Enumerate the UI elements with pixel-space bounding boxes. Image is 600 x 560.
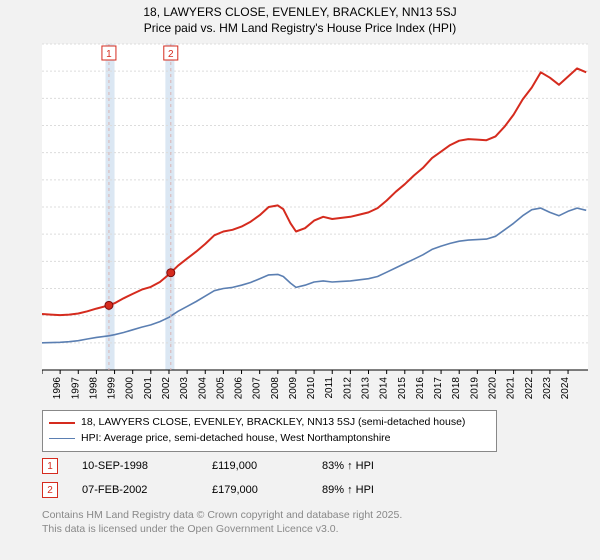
x-tick-label: 2018 [451,377,462,400]
footer-line1: Contains HM Land Registry data © Crown c… [42,508,402,522]
x-tick-label: 2020 [487,377,498,400]
data-row: 1 10-SEP-1998 £119,000 83% ↑ HPI [42,454,542,478]
x-tick-label: 2024 [560,377,571,400]
x-tick-label: 1995 [42,377,45,400]
x-tick-label: 2007 [252,377,263,400]
data-point-table: 1 10-SEP-1998 £119,000 83% ↑ HPI 2 07-FE… [42,454,542,502]
x-tick-label: 2000 [125,377,136,400]
legend-label: HPI: Average price, semi-detached house,… [81,431,391,447]
marker-badge-label: 1 [106,49,112,60]
x-tick-label: 2002 [161,377,172,400]
x-tick-label: 2003 [179,377,190,400]
x-tick-label: 2012 [342,377,353,400]
x-tick-label: 2023 [542,377,553,400]
data-row: 2 07-FEB-2002 £179,000 89% ↑ HPI [42,478,542,502]
x-tick-label: 1997 [70,377,81,400]
marker-badge: 1 [42,458,58,474]
marker-badge-label: 2 [168,49,174,60]
legend-swatch [49,438,75,439]
x-tick-label: 2011 [324,377,335,399]
x-tick-label: 2016 [415,377,426,400]
line-chart: £0£50K£100K£150K£200K£250K£300K£350K£400… [42,42,592,402]
x-tick-label: 1996 [52,377,63,400]
marker-dot [105,301,113,309]
data-row-hpi: 83% ↑ HPI [322,460,462,472]
x-tick-label: 1998 [88,377,99,400]
x-tick-label: 2001 [143,377,154,400]
chart-title: 18, LAWYERS CLOSE, EVENLEY, BRACKLEY, NN… [0,0,600,36]
x-tick-label: 2022 [524,377,535,400]
title-line1: 18, LAWYERS CLOSE, EVENLEY, BRACKLEY, NN… [0,4,600,20]
x-tick-label: 2019 [469,377,480,400]
x-tick-label: 2005 [215,377,226,400]
x-tick-label: 2017 [433,377,444,400]
footer-line2: This data is licensed under the Open Gov… [42,522,402,536]
legend-item-price-paid: 18, LAWYERS CLOSE, EVENLEY, BRACKLEY, NN… [49,415,490,431]
x-tick-label: 2013 [361,377,372,400]
legend-swatch [49,422,75,424]
legend-item-hpi: HPI: Average price, semi-detached house,… [49,431,490,447]
x-tick-label: 2014 [379,377,390,400]
x-tick-label: 2021 [506,377,517,400]
x-tick-label: 2006 [234,377,245,400]
marker-badge: 2 [42,482,58,498]
x-tick-label: 2010 [306,377,317,400]
title-line2: Price paid vs. HM Land Registry's House … [0,20,600,36]
data-row-price: £119,000 [212,460,322,472]
x-tick-label: 2004 [197,377,208,400]
marker-dot [167,269,175,277]
x-tick-label: 2015 [397,377,408,400]
attribution-footer: Contains HM Land Registry data © Crown c… [42,508,402,536]
x-tick-label: 2008 [270,377,281,400]
x-tick-label: 1999 [107,377,118,400]
data-row-date: 07-FEB-2002 [82,484,212,496]
legend-label: 18, LAWYERS CLOSE, EVENLEY, BRACKLEY, NN… [81,415,465,431]
data-row-date: 10-SEP-1998 [82,460,212,472]
legend: 18, LAWYERS CLOSE, EVENLEY, BRACKLEY, NN… [42,410,497,452]
x-tick-label: 2009 [288,377,299,400]
data-row-hpi: 89% ↑ HPI [322,484,462,496]
data-row-price: £179,000 [212,484,322,496]
